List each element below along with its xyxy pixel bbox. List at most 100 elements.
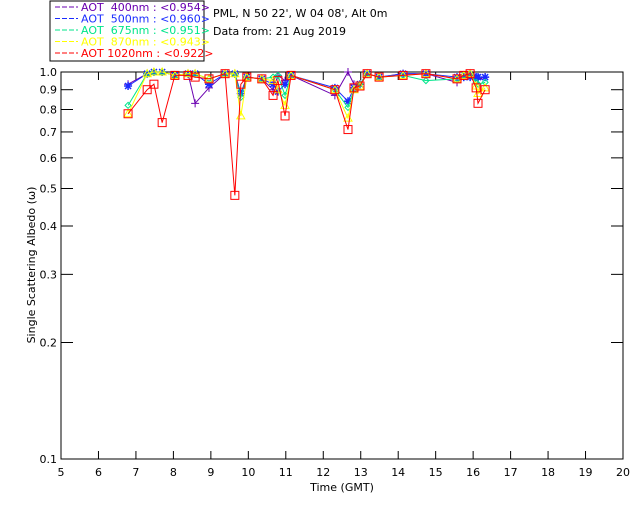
data-point-square (286, 70, 296, 80)
series-line (127, 71, 486, 109)
y-tick-label: 0.7 (40, 126, 58, 139)
data-point-square (459, 70, 469, 80)
y-tick-label: 0.2 (40, 337, 58, 350)
data-point-square (355, 81, 365, 91)
x-tick-label: 9 (207, 466, 214, 479)
data-point-square (149, 79, 159, 89)
y-tick-label: 1.0 (40, 66, 58, 79)
data-point-square (230, 190, 240, 200)
legend: AOT 400nm : <0.954>AOT 500nm : <0.960>AO… (49, 0, 214, 62)
data-point-square (268, 90, 278, 100)
data-point-square (142, 85, 152, 95)
series-4 (123, 69, 490, 200)
data-point-triangle (241, 72, 252, 81)
data-point-square (473, 98, 483, 108)
data-point-diamond (237, 93, 245, 102)
data-point-asterisk (399, 69, 408, 78)
data-point-square (330, 85, 340, 95)
y-tick-label: 0.1 (40, 453, 58, 466)
data-point-asterisk (481, 73, 490, 82)
series-line (127, 70, 486, 105)
data-point-triangle (157, 66, 168, 76)
data-point-square (374, 72, 384, 82)
data-point-diamond (274, 71, 282, 80)
x-tick-label: 17 (504, 466, 518, 479)
data-point-asterisk (343, 97, 352, 106)
series-line (127, 71, 486, 120)
series-line (127, 73, 486, 196)
data-point-square (204, 74, 214, 84)
data-point-square (242, 72, 252, 82)
data-point-square (480, 85, 490, 95)
x-tick-label: 14 (391, 466, 405, 479)
data-point-triangle (142, 68, 153, 78)
data-point-square (220, 69, 230, 79)
data-point-triangle (421, 68, 431, 78)
data-point-triangle (480, 82, 490, 92)
y-tick-label: 0.8 (40, 104, 58, 117)
data-point-asterisk (124, 82, 133, 91)
data-point-triangle (170, 70, 180, 79)
data-point-square (273, 76, 283, 86)
chart-title-line-1: PML, N 50 22', W 04 08', Alt 0m (213, 7, 387, 20)
x-tick-label: 5 (58, 466, 65, 479)
data-point-square (421, 69, 431, 79)
legend-label: AOT 870nm : <0.943> (81, 36, 210, 49)
x-tick-label: 15 (429, 466, 443, 479)
x-tick-label: 8 (170, 466, 177, 479)
data-point-triangle (362, 68, 372, 78)
plot-frame (60, 71, 624, 460)
data-point-plus (343, 68, 352, 76)
data-point-square (465, 69, 475, 79)
data-point-square (349, 83, 359, 93)
x-tick-label: 11 (279, 466, 293, 479)
legend-label: AOT 675nm : <0.951> (81, 24, 210, 37)
data-point-plus (191, 99, 200, 108)
y-tick-label: 0.6 (40, 152, 58, 165)
data-point-asterisk (474, 73, 483, 82)
data-point-triangle (149, 66, 159, 76)
x-axis-label: Time (GMT) (309, 481, 374, 494)
data-point-asterisk (330, 83, 339, 92)
legend-label: AOT 1020nm : <0.922> (81, 47, 214, 60)
data-point-square (183, 70, 193, 80)
data-point-square (398, 70, 408, 80)
data-point-square (257, 74, 267, 84)
x-tick-label: 6 (95, 466, 102, 479)
data-point-diamond (124, 101, 132, 110)
x-tick-label: 18 (541, 466, 555, 479)
x-tick-label: 10 (241, 466, 255, 479)
data-point-square (280, 111, 290, 121)
data-point-asterisk (236, 89, 245, 98)
x-tick-label: 19 (579, 466, 593, 479)
data-point-asterisk (281, 80, 290, 89)
data-point-asterisk (273, 87, 282, 96)
legend-label: AOT 500nm : <0.960> (81, 13, 210, 26)
y-axis-label: Single Scattering Albedo (ω) (25, 187, 38, 344)
data-point-square (236, 79, 246, 89)
data-point-square (343, 125, 353, 135)
data-point-square (190, 72, 200, 82)
data-point-triangle (183, 68, 193, 78)
data-point-square (170, 70, 180, 80)
x-tick-label: 16 (466, 466, 480, 479)
data-point-square (362, 69, 372, 79)
data-point-triangle (229, 68, 240, 78)
legend-box (49, 0, 205, 62)
data-point-asterisk (204, 80, 213, 89)
data-point-square (471, 83, 481, 93)
y-tick-label: 0.5 (40, 182, 58, 195)
legend-label: AOT 400nm : <0.954> (81, 1, 210, 14)
data-point-triangle (473, 88, 483, 97)
data-point-asterisk (459, 73, 468, 82)
data-point-asterisk (269, 80, 278, 89)
x-tick-label: 7 (132, 466, 139, 479)
data-point-triangle (268, 75, 278, 85)
x-tick-label: 13 (354, 466, 368, 479)
data-point-diamond (422, 76, 430, 85)
x-tick-label: 12 (316, 466, 330, 479)
y-tick-label: 0.3 (40, 268, 58, 281)
data-point-triangle (123, 108, 133, 118)
data-point-square (123, 109, 133, 119)
